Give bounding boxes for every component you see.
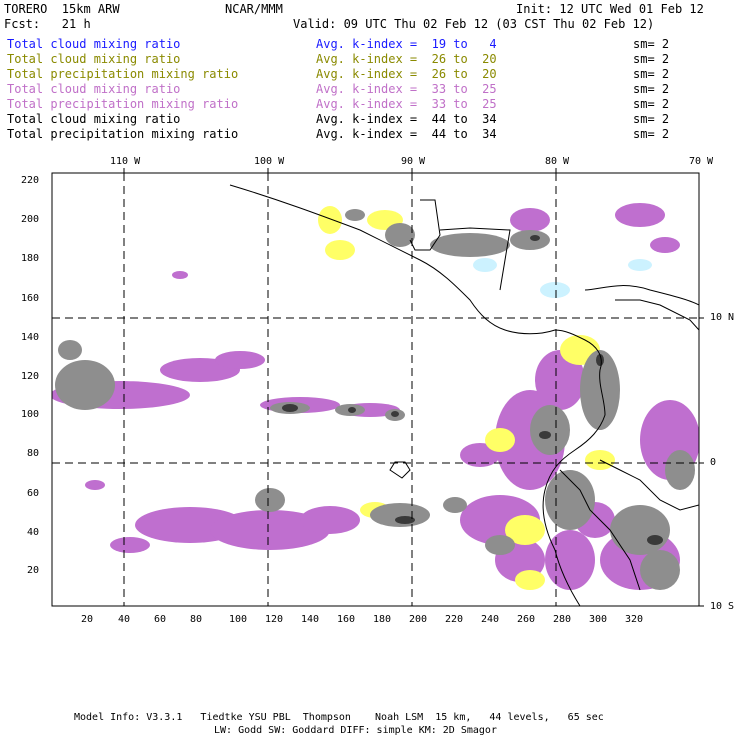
x-tick-label: 260	[517, 614, 536, 625]
legend-kindex: Avg. k-index = 19 to 4	[316, 37, 497, 51]
legend-field: Total precipitation mixing ratio	[7, 97, 239, 111]
legend-field: Total precipitation mixing ratio	[7, 127, 239, 141]
legend-sm: sm= 2	[633, 127, 670, 141]
x-tick-label: 120	[265, 614, 284, 625]
lon-label: 90 W	[401, 156, 426, 167]
x-tick-label: 160	[337, 614, 356, 625]
physics-info: LW: Godd SW: Goddard DIFF: simple KM: 2D…	[214, 725, 497, 736]
legend-sm: sm= 2	[633, 112, 670, 126]
legend-field: Total precipitation mixing ratio	[7, 67, 239, 81]
org-label: NCAR/MMM	[225, 2, 283, 16]
legend-sm: sm= 2	[633, 52, 670, 66]
graticule	[52, 173, 699, 606]
y-tick-label: 20	[27, 565, 40, 576]
lon-label: 110 W	[110, 156, 141, 167]
y-tick-label: 200	[21, 214, 40, 225]
x-tick-label: 240	[481, 614, 500, 625]
legend-sm: sm= 2	[633, 82, 670, 96]
coastlines	[229, 184, 699, 606]
y-tick-label: 100	[21, 409, 40, 420]
init-time: Init: 12 UTC Wed 01 Feb 12	[516, 2, 704, 16]
y-tick-label: 160	[21, 293, 40, 304]
valid-time: Valid: 09 UTC Thu 02 Feb 12 (03 CST Thu …	[293, 17, 655, 31]
x-tick-label: 80	[190, 614, 203, 625]
x-tick-label: 180	[373, 614, 392, 625]
x-tick-label: 320	[625, 614, 644, 625]
x-tick-label: 220	[445, 614, 464, 625]
cyan-field	[473, 258, 652, 298]
legend-kindex: Avg. k-index = 33 to 25	[316, 82, 497, 96]
y-tick-label: 180	[21, 253, 40, 264]
legend-field: Total cloud mixing ratio	[7, 37, 181, 51]
lat-label: 10 N	[710, 312, 735, 323]
legend-sm: sm= 2	[633, 67, 670, 81]
legend-kindex: Avg. k-index = 33 to 25	[316, 97, 497, 111]
legend-field: Total cloud mixing ratio	[7, 82, 181, 96]
model-info: Model Info: V3.3.1 Tiedtke YSU PBL Thomp…	[74, 712, 604, 723]
y-tick-label: 80	[27, 448, 40, 459]
forecast-hour: Fcst: 21 h	[4, 17, 91, 31]
x-tick-label: 60	[154, 614, 167, 625]
tick-marks	[123, 168, 704, 607]
y-tick-label: 220	[21, 175, 40, 186]
legend-kindex: Avg. k-index = 44 to 34	[316, 127, 497, 141]
lat-label: 0	[710, 457, 717, 468]
field-layer	[52, 173, 699, 606]
x-tick-label: 140	[301, 614, 320, 625]
legend-kindex: Avg. k-index = 44 to 34	[316, 112, 497, 126]
x-tick-label: 40	[118, 614, 131, 625]
legend-sm: sm= 2	[633, 37, 670, 51]
legend-kindex: Avg. k-index = 26 to 20	[316, 52, 497, 66]
x-tick-label: 100	[229, 614, 248, 625]
x-tick-label: 20	[81, 614, 94, 625]
y-tick-label: 60	[27, 488, 40, 499]
x-tick-label: 200	[409, 614, 428, 625]
legend-field: Total cloud mixing ratio	[7, 112, 181, 126]
legend-kindex: Avg. k-index = 26 to 20	[316, 67, 497, 81]
x-tick-label: 300	[589, 614, 608, 625]
map-frame	[51, 172, 700, 607]
y-tick-label: 40	[27, 527, 40, 538]
model-title: TORERO 15km ARW	[4, 2, 120, 16]
lat-label: 10 S	[710, 601, 735, 612]
lon-label: 80 W	[545, 156, 570, 167]
legend-field: Total cloud mixing ratio	[7, 52, 181, 66]
lon-label: 100 W	[254, 156, 285, 167]
dark-cores	[282, 235, 663, 545]
legend-sm: sm= 2	[633, 97, 670, 111]
y-tick-label: 140	[21, 332, 40, 343]
lon-label: 70 W	[689, 156, 714, 167]
x-tick-label: 280	[553, 614, 572, 625]
y-tick-label: 120	[21, 371, 40, 382]
